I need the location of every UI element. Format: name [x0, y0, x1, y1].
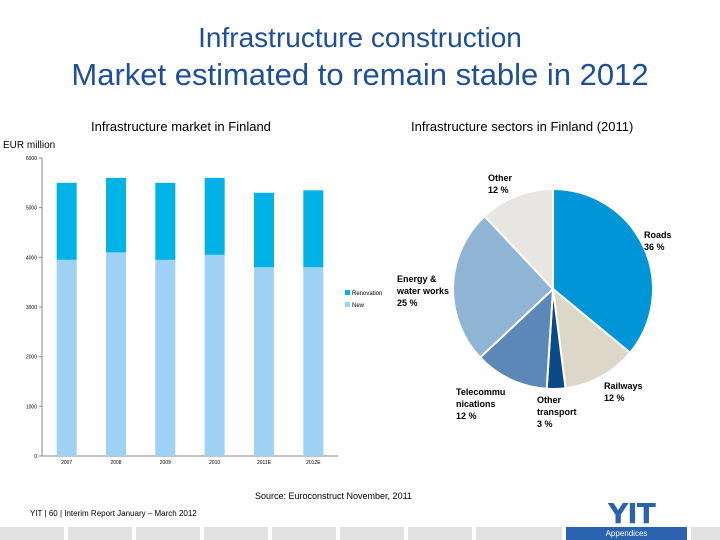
pie-label-4-line-0: Energy &: [397, 274, 437, 284]
pie-label-2-line-1: transport: [537, 407, 577, 417]
yit-logo: YIT: [608, 497, 656, 530]
x-tick-label: 2012E: [306, 460, 321, 466]
y-tick-label: 3000: [26, 305, 37, 311]
y-tick-label: 0: [34, 454, 37, 460]
bar-renovation-2012E: [303, 190, 324, 268]
bar-renovation-2011E: [254, 192, 274, 268]
bar-new-2007: [56, 259, 77, 456]
pie-slice-telecommunications: [478, 286, 555, 390]
pie-label-5-line-1: 12 %: [488, 185, 509, 195]
bar-new-2008: [106, 252, 126, 456]
legend-label-new: New: [352, 303, 365, 309]
bar-renovation-2009: [155, 182, 176, 260]
pie-slice-other: [483, 187, 554, 292]
pie-chart-title: Infrastructure sectors in Finland (2011): [411, 119, 634, 134]
pie-label-0-line-0: Roads: [644, 230, 672, 240]
bar-new-2009: [155, 259, 176, 456]
y-tick-label: 4000: [26, 255, 37, 261]
bar-chart-title: Infrastructure market in Finland: [91, 119, 271, 134]
y-tick-label: 2000: [26, 355, 37, 361]
y-tick-label: 5000: [26, 206, 37, 212]
legend-swatch-new: [345, 302, 350, 307]
source-note: Source: Euroconstruct November, 2011: [255, 491, 412, 501]
appendices-tab[interactable]: Appendices: [566, 527, 687, 540]
pie-label-2-line-2: 3 %: [537, 419, 553, 429]
pie-label-4-line-1: water works: [396, 286, 449, 296]
slide-title: Infrastructure construction: [198, 22, 522, 53]
pie-label-3-line-1: nications: [456, 399, 496, 409]
pie-label-0-line-1: 36 %: [644, 242, 665, 252]
bar-renovation-2008: [106, 177, 126, 253]
x-tick-label: 2008: [110, 460, 121, 466]
y-tick-label: 6000: [26, 156, 37, 162]
pie-slice-roads: [552, 187, 654, 355]
x-tick-label: 2007: [61, 460, 72, 466]
pie-label-2-line-0: Other: [537, 395, 562, 405]
pie-label-5-line-0: Other: [488, 173, 513, 183]
y-tick-label: 1000: [26, 404, 37, 410]
x-tick-label: 2010: [209, 460, 220, 466]
pie-label-1-line-0: Railways: [604, 381, 643, 391]
bar-new-2011E: [254, 267, 274, 456]
pie-label-4-line-2: 25 %: [397, 298, 418, 308]
slide-subtitle: Market estimated to remain stable in 201…: [71, 57, 649, 92]
x-tick-label: 2009: [160, 460, 171, 466]
pie-label-3-line-0: Telecommu: [456, 387, 505, 397]
footer-text: YIT | 60 | Interim Report January – Marc…: [30, 509, 197, 518]
pie-label-3-line-2: 12 %: [456, 411, 477, 421]
pie-slice-energy-water-works: [452, 214, 555, 359]
x-tick-label: 2011E: [257, 460, 272, 466]
legend-label-renovation: Renovation: [352, 291, 382, 297]
bar-renovation-2010: [204, 177, 225, 255]
unit-label: EUR million: [3, 140, 56, 151]
bar-new-2012E: [303, 267, 324, 456]
pie-label-1-line-1: 12 %: [604, 393, 625, 403]
legend-swatch-renovation: [345, 290, 350, 295]
bar-new-2010: [204, 254, 225, 456]
bottom-bar: [0, 527, 720, 540]
bar-renovation-2007: [56, 182, 77, 260]
pie-slice-railways: [551, 286, 632, 390]
